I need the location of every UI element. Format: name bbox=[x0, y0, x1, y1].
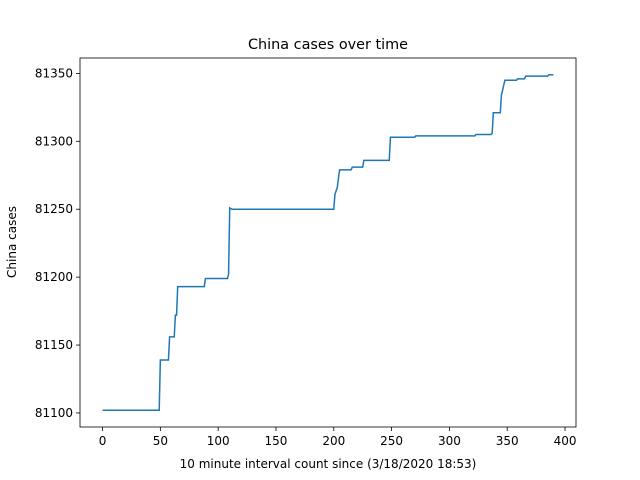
x-tick-label: 400 bbox=[554, 434, 577, 448]
y-tick-label: 81150 bbox=[35, 338, 73, 352]
x-tick-label: 200 bbox=[322, 434, 345, 448]
y-tick-label: 81200 bbox=[35, 270, 73, 284]
chart-title: China cases over time bbox=[248, 37, 408, 53]
x-tick-label: 0 bbox=[99, 434, 107, 448]
y-tick-label: 81300 bbox=[35, 134, 73, 148]
y-tick-label: 81350 bbox=[35, 66, 73, 80]
x-axis-label: 10 minute interval count since (3/18/202… bbox=[180, 457, 477, 471]
y-tick-label: 81100 bbox=[35, 406, 73, 420]
x-tick-label: 250 bbox=[380, 434, 403, 448]
x-tick-label: 100 bbox=[207, 434, 230, 448]
x-tick-label: 150 bbox=[265, 434, 288, 448]
x-tick-label: 300 bbox=[438, 434, 461, 448]
y-tick-label: 81250 bbox=[35, 202, 73, 216]
axes-frame bbox=[79, 57, 577, 428]
y-axis-label: China cases bbox=[5, 206, 19, 278]
x-tick-label: 50 bbox=[153, 434, 168, 448]
data-line bbox=[102, 74, 554, 411]
x-tick-label: 350 bbox=[496, 434, 519, 448]
